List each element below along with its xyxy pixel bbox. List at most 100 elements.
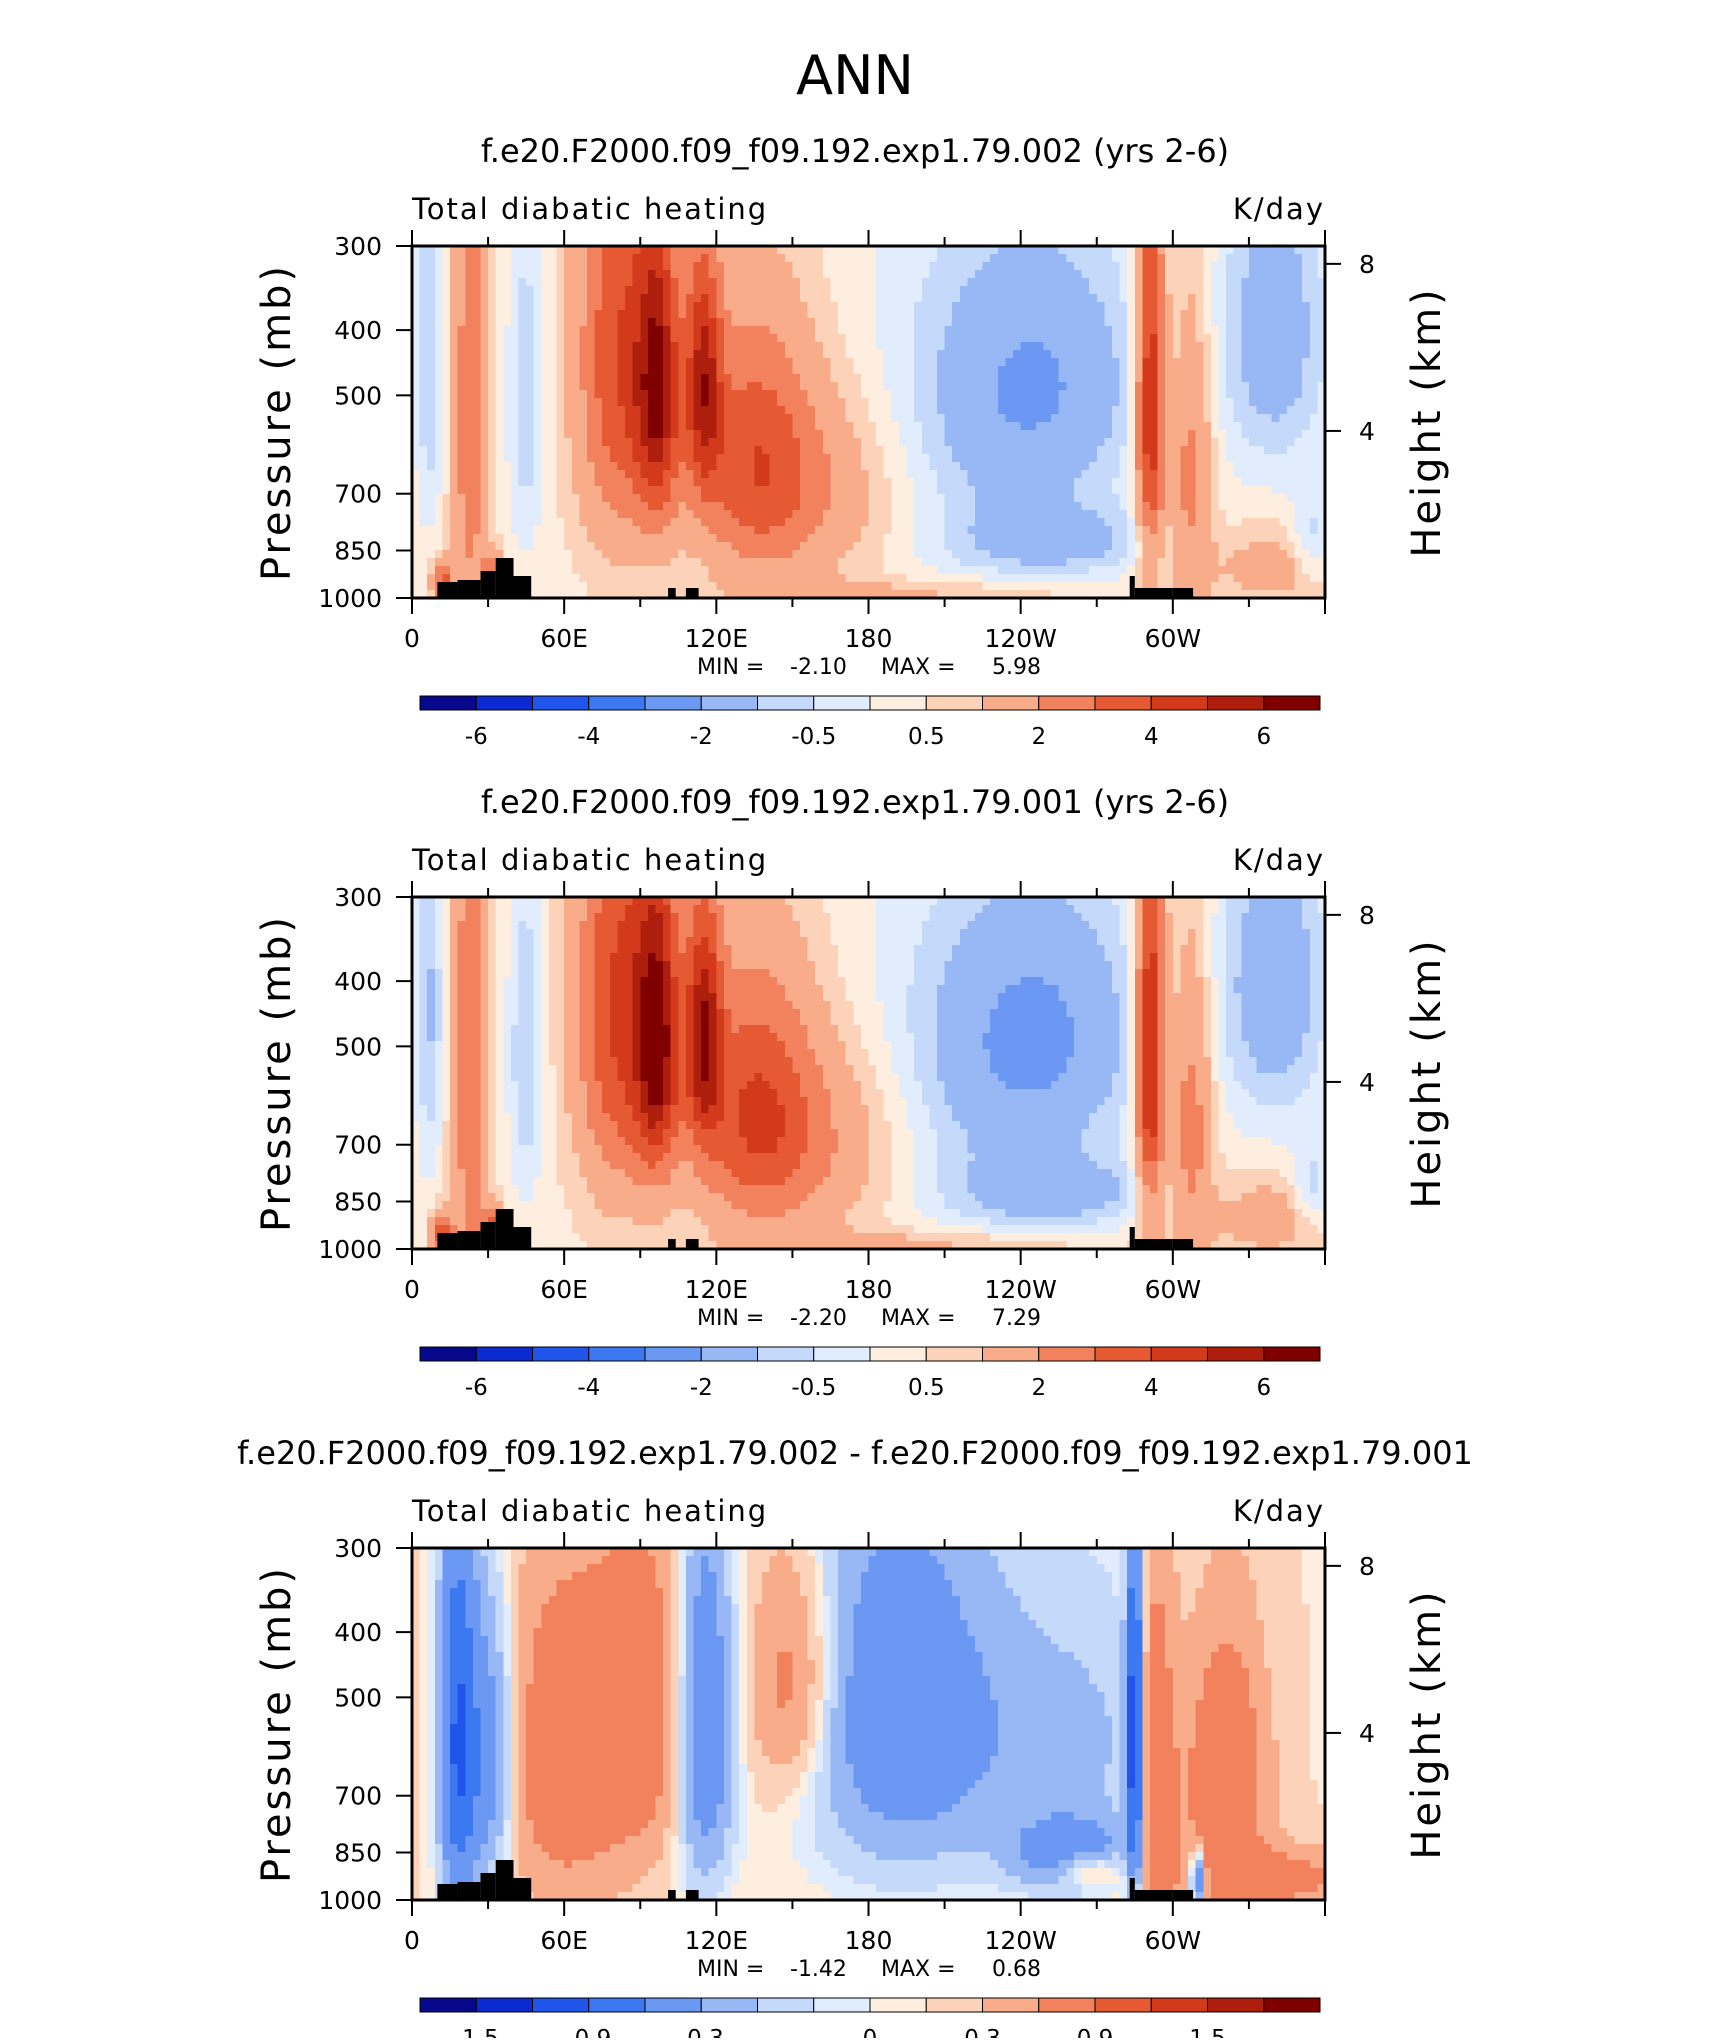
contour-cell — [1005, 358, 1014, 367]
contour-cell — [716, 414, 725, 423]
contour-cell — [1271, 382, 1280, 391]
contour-cell — [815, 310, 824, 319]
contour-cell — [739, 294, 748, 303]
contour-cell — [1294, 478, 1303, 487]
contour-cell — [761, 278, 771, 287]
contour-cell — [1127, 350, 1136, 359]
contour-cell — [412, 342, 421, 351]
contour-cell — [419, 510, 428, 519]
contour-cell — [472, 542, 482, 551]
contour-cell — [419, 534, 428, 543]
contour-cell — [952, 246, 961, 255]
contour-cell — [1081, 494, 1090, 503]
contour-cell — [1165, 462, 1174, 471]
contour-cell — [488, 438, 497, 447]
contour-cell — [898, 374, 908, 383]
contour-cell — [609, 566, 619, 575]
contour-cell — [571, 262, 580, 271]
contour-cell — [617, 566, 626, 575]
contour-cell — [959, 486, 969, 495]
contour-cell — [579, 526, 588, 535]
contour-cell — [434, 422, 444, 431]
contour-cell — [586, 246, 596, 255]
contour-cell — [1043, 558, 1052, 567]
contour-cell — [1035, 254, 1045, 263]
contour-cell — [1248, 558, 1258, 567]
contour-cell — [1309, 558, 1318, 567]
contour-cell — [891, 534, 900, 543]
contour-cell — [1119, 542, 1128, 551]
contour-cell — [1241, 294, 1250, 303]
contour-cell — [830, 542, 839, 551]
contour-cell — [1111, 550, 1121, 559]
contour-cell — [548, 566, 558, 575]
contour-cell — [868, 406, 877, 415]
contour-cell — [533, 518, 542, 527]
contour-cell — [419, 422, 428, 431]
contour-cell — [1150, 414, 1159, 423]
contour-cell — [647, 462, 657, 471]
contour-cell — [488, 542, 497, 551]
contour-cell — [1172, 430, 1182, 439]
contour-cell — [1035, 406, 1045, 415]
contour-cell — [412, 518, 421, 527]
contour-cell — [1309, 246, 1318, 255]
contour-cell — [419, 438, 428, 447]
contour-cell — [769, 374, 778, 383]
contour-cell — [754, 542, 763, 551]
contour-cell — [838, 462, 847, 471]
contour-cell — [632, 350, 641, 359]
contour-cell — [990, 510, 999, 519]
contour-cell — [1188, 254, 1197, 263]
contour-cell — [792, 262, 801, 271]
contour-cell — [1142, 438, 1151, 447]
contour-cell — [830, 390, 839, 399]
contour-cell — [412, 534, 421, 543]
contour-cell — [1005, 254, 1014, 263]
contour-cell — [510, 526, 520, 535]
contour-cell — [1226, 502, 1235, 511]
contour-cell — [716, 334, 725, 343]
contour-cell — [898, 334, 908, 343]
contour-cell — [1302, 334, 1311, 343]
contour-cell — [1286, 278, 1296, 287]
contour-cell — [1157, 550, 1166, 559]
contour-cell — [936, 286, 946, 295]
contour-cell — [495, 430, 504, 439]
contour-cell — [617, 430, 626, 439]
contour-cell — [1256, 422, 1265, 431]
contour-cell — [693, 494, 702, 503]
contour-cell — [480, 534, 489, 543]
contour-cell — [419, 310, 428, 319]
contour-cell — [746, 438, 755, 447]
contour-cell — [1134, 470, 1143, 479]
contour-cell — [564, 502, 573, 511]
contour-cell — [1302, 422, 1311, 431]
contour-cell — [586, 526, 596, 535]
contour-cell — [883, 414, 892, 423]
contour-cell — [1104, 350, 1113, 359]
contour-cell — [1256, 470, 1265, 479]
contour-cell — [914, 470, 923, 479]
contour-cell — [876, 462, 885, 471]
contour-cell — [465, 270, 474, 279]
contour-cell — [807, 254, 816, 263]
contour-cell — [1104, 334, 1113, 343]
contour-cell — [929, 286, 938, 295]
contour-cell — [807, 278, 816, 287]
contour-cell — [1286, 542, 1296, 551]
contour-cell — [784, 318, 794, 327]
contour-cell — [1210, 318, 1220, 327]
contour-cell — [1271, 510, 1280, 519]
contour-cell — [602, 414, 611, 423]
contour-cell — [936, 414, 946, 423]
contour-cell — [815, 542, 824, 551]
contour-cell — [1005, 478, 1014, 487]
contour-cell — [739, 270, 748, 279]
contour-cell — [701, 278, 710, 287]
contour-cell — [967, 366, 976, 375]
contour-cell — [929, 262, 938, 271]
contour-cell — [1226, 470, 1235, 479]
contour-cell — [1172, 510, 1182, 519]
contour-cell — [1180, 446, 1189, 455]
